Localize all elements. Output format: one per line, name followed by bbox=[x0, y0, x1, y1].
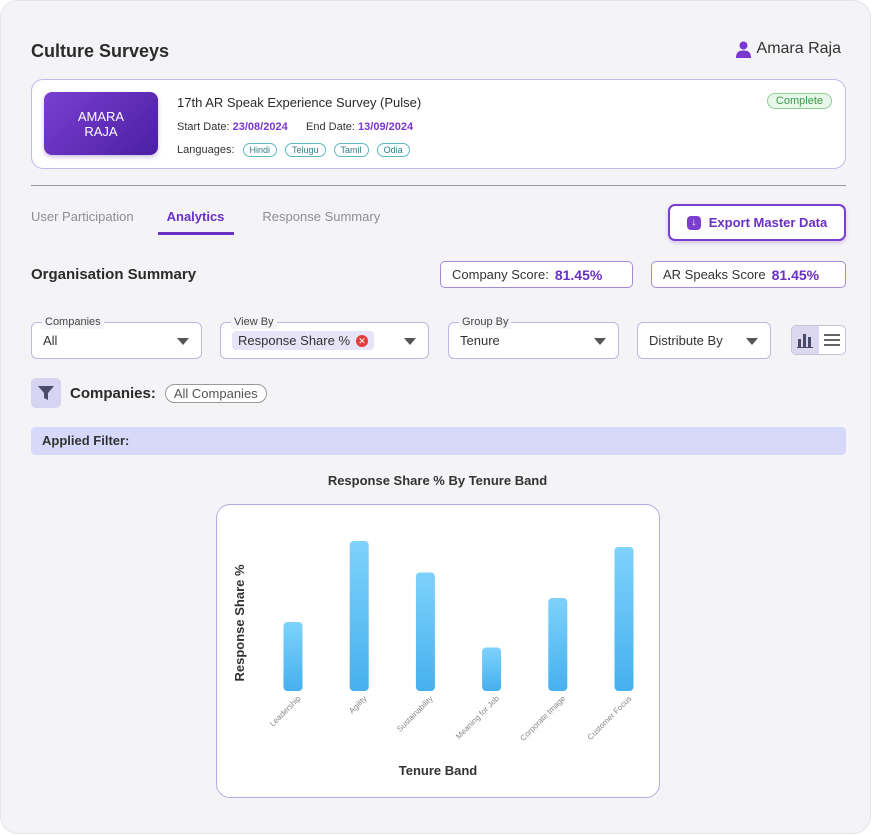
list-view-button[interactable] bbox=[819, 326, 846, 354]
export-button-label: Export Master Data bbox=[708, 215, 828, 230]
remove-token-icon[interactable]: ✕ bbox=[356, 334, 369, 347]
ar-speaks-score-label: AR Speaks Score bbox=[663, 267, 766, 282]
language-chip: Odia bbox=[376, 143, 410, 157]
companies-filter-row: Companies: All Companies bbox=[31, 378, 267, 408]
bar-sustainability[interactable] bbox=[415, 572, 435, 692]
status-badge: Complete bbox=[766, 93, 832, 109]
chevron-down-icon bbox=[594, 338, 606, 345]
group-by-value: Tenure bbox=[460, 333, 500, 348]
bar-chart-view-button[interactable] bbox=[792, 326, 819, 354]
organisation-summary-title: Organisation Summary bbox=[31, 266, 197, 283]
bar-meaning-for-job[interactable] bbox=[482, 647, 502, 692]
applied-filter-bar: Applied Filter: bbox=[31, 427, 846, 455]
company-logo: AMARA RAJA bbox=[44, 92, 158, 155]
user-profile[interactable]: Amara Raja bbox=[735, 40, 841, 58]
distribute-by-placeholder: Distribute By bbox=[649, 333, 723, 348]
company-score-value: 81.45% bbox=[554, 266, 603, 283]
bar-chart: Response Share % Tenure Band Leadership A… bbox=[232, 541, 634, 778]
ar-speaks-score-value: 81.45% bbox=[771, 266, 820, 283]
survey-name: 17th AR Speak Experience Survey (Pulse) bbox=[177, 95, 422, 110]
all-companies-chip[interactable]: All Companies bbox=[164, 383, 267, 403]
section-divider bbox=[31, 185, 846, 186]
survey-dates: Start Date: 23/08/2024 End Date: 13/09/2… bbox=[177, 121, 413, 133]
end-date-label: End Date: bbox=[306, 121, 355, 133]
survey-card: AMARA RAJA 17th AR Speak Experience Surv… bbox=[31, 79, 846, 169]
y-axis-label: Response Share % bbox=[232, 564, 247, 681]
start-date-label: Start Date: bbox=[177, 121, 230, 133]
chevron-down-icon bbox=[404, 338, 416, 345]
chart-view-toggle bbox=[791, 325, 846, 355]
language-chip: Telugu bbox=[285, 143, 326, 157]
languages-row: Languages: Hindi Telugu Tamil Odia bbox=[177, 143, 410, 157]
bar-corporate-image[interactable] bbox=[548, 598, 568, 691]
tab-bar: User Participation Analytics Response Su… bbox=[31, 209, 408, 235]
companies-select[interactable]: Companies All bbox=[31, 315, 202, 359]
ar-speaks-score-badge: AR Speaks Score 81.45% bbox=[651, 261, 846, 288]
list-icon bbox=[823, 334, 840, 346]
chart-container: Response Share % Tenure Band Leadership A… bbox=[216, 504, 660, 798]
x-tick-label: Sustainability bbox=[395, 694, 435, 734]
tab-analytics[interactable]: Analytics bbox=[157, 209, 235, 235]
x-tick-label: Agility bbox=[347, 694, 368, 715]
distribute-by-select[interactable]: Distribute By bbox=[637, 322, 771, 359]
language-chip: Hindi bbox=[242, 143, 278, 157]
x-axis-label: Tenure Band bbox=[399, 763, 478, 778]
language-chip: Tamil bbox=[333, 143, 369, 157]
funnel-icon bbox=[38, 386, 54, 400]
tab-response-summary[interactable]: Response Summary bbox=[262, 209, 381, 224]
view-by-token: Response Share % ✕ bbox=[232, 331, 375, 350]
download-icon: ↓ bbox=[686, 215, 701, 230]
x-tick-label: Meaning for Job bbox=[454, 694, 501, 741]
bar-leadership[interactable] bbox=[283, 622, 303, 691]
chevron-down-icon bbox=[177, 338, 189, 345]
languages-label: Languages: bbox=[177, 144, 235, 156]
start-date-value: 23/08/2024 bbox=[232, 121, 288, 133]
x-tick-label: Leadership bbox=[268, 694, 303, 729]
company-score-label: Company Score: bbox=[452, 267, 549, 282]
x-tick-label: Customer Focus bbox=[586, 694, 634, 742]
companies-value: All bbox=[43, 333, 58, 348]
end-date-value: 13/09/2024 bbox=[358, 121, 414, 133]
bar-agility[interactable] bbox=[349, 541, 369, 691]
export-master-data-button[interactable]: ↓ Export Master Data bbox=[668, 204, 846, 241]
page-title: Culture Surveys bbox=[31, 41, 170, 61]
person-icon bbox=[735, 41, 751, 58]
view-by-select[interactable]: View By Response Share % ✕ bbox=[220, 315, 429, 359]
user-name: Amara Raja bbox=[756, 40, 841, 57]
tab-user-participation[interactable]: User Participation bbox=[31, 209, 134, 224]
company-score-badge: Company Score: 81.45% bbox=[440, 261, 633, 288]
filter-button[interactable] bbox=[31, 378, 61, 408]
logo-line-1: AMARA bbox=[77, 108, 125, 124]
bar-customer-focus[interactable] bbox=[614, 547, 634, 691]
x-tick-label: Corporate Image bbox=[518, 694, 567, 743]
chart-title: Response Share % By Tenure Band bbox=[327, 473, 548, 488]
group-by-select[interactable]: Group By Tenure bbox=[448, 315, 619, 359]
companies-legend: Companies bbox=[42, 315, 104, 329]
view-by-value: Response Share % bbox=[238, 333, 351, 348]
bar-chart-icon bbox=[797, 334, 814, 348]
chevron-down-icon bbox=[746, 338, 758, 345]
logo-line-2: RAJA bbox=[84, 123, 118, 139]
view-by-legend: View By bbox=[231, 315, 277, 329]
companies-filter-label: Companies: bbox=[70, 384, 156, 402]
group-by-legend: Group By bbox=[459, 315, 512, 329]
